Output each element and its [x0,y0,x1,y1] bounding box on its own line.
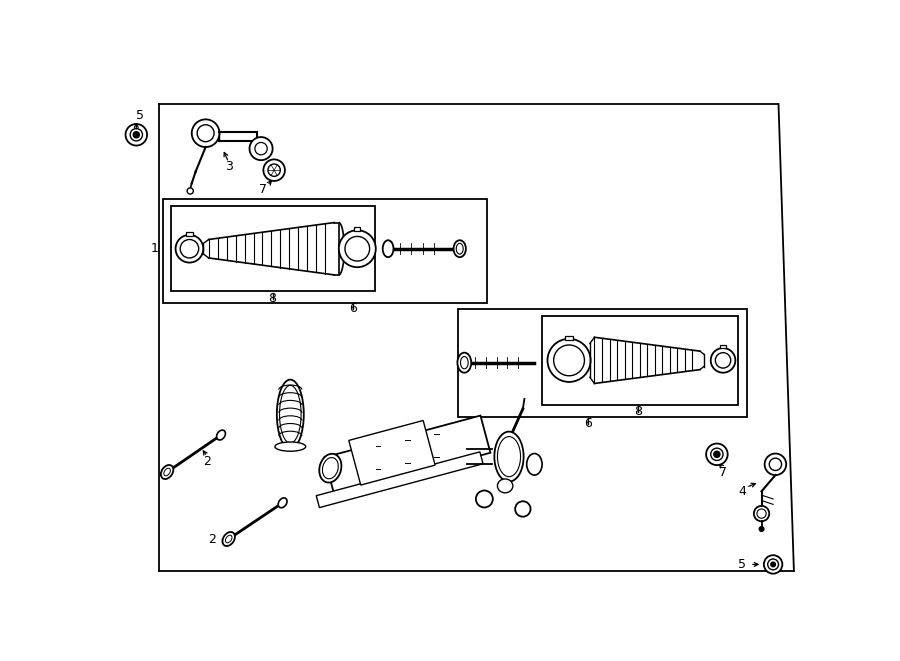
Circle shape [268,164,280,176]
Text: 2: 2 [208,533,216,545]
Ellipse shape [476,490,493,508]
Ellipse shape [322,457,338,479]
Bar [565,336,573,340]
Ellipse shape [222,532,235,546]
Ellipse shape [498,479,513,493]
Ellipse shape [382,240,393,257]
Text: 5: 5 [136,109,144,122]
Circle shape [547,339,590,382]
Circle shape [754,506,770,522]
Polygon shape [316,452,483,508]
Text: 8: 8 [268,292,276,305]
Ellipse shape [274,442,306,451]
Text: 4: 4 [738,485,746,498]
Circle shape [192,120,220,147]
Bar [186,232,193,235]
Circle shape [711,348,735,373]
Ellipse shape [454,240,466,257]
Circle shape [338,230,376,267]
Bar [163,199,487,303]
Text: 5: 5 [738,558,746,571]
Text: 8: 8 [634,405,643,418]
Text: 6: 6 [584,417,592,430]
Circle shape [757,509,766,518]
Circle shape [249,137,273,160]
Ellipse shape [217,430,225,440]
Circle shape [770,562,776,566]
Circle shape [264,159,285,181]
Circle shape [770,458,781,471]
Bar [458,309,747,416]
Ellipse shape [456,243,464,254]
Circle shape [711,448,723,461]
Bar [355,227,360,231]
Ellipse shape [515,501,531,517]
Circle shape [176,235,203,262]
Ellipse shape [225,535,232,543]
Ellipse shape [494,432,524,482]
Circle shape [130,129,142,141]
Ellipse shape [161,465,174,479]
Circle shape [764,555,782,574]
Ellipse shape [164,468,170,476]
Text: 1: 1 [151,242,158,255]
Ellipse shape [457,353,472,373]
Bar [542,317,738,405]
Circle shape [187,188,194,194]
Circle shape [706,444,728,465]
Circle shape [180,239,199,258]
Circle shape [768,559,778,570]
Polygon shape [324,416,491,494]
Text: 6: 6 [349,302,357,315]
Circle shape [554,345,584,375]
Circle shape [760,527,764,531]
Ellipse shape [278,498,287,508]
Circle shape [714,451,720,457]
Ellipse shape [280,385,302,443]
Circle shape [716,353,731,368]
Text: 7: 7 [258,183,266,196]
Circle shape [255,143,267,155]
Circle shape [197,125,214,141]
Ellipse shape [498,437,520,477]
Ellipse shape [461,356,468,369]
Polygon shape [349,420,435,485]
Text: 3: 3 [225,160,232,173]
Ellipse shape [526,453,542,475]
Ellipse shape [320,453,341,483]
Ellipse shape [277,379,304,449]
Circle shape [765,453,787,475]
Circle shape [125,124,147,145]
Text: 2: 2 [203,455,212,468]
Bar [720,345,726,348]
Bar [171,206,375,291]
Circle shape [345,237,370,261]
Circle shape [133,132,140,138]
Text: 7: 7 [719,465,727,479]
